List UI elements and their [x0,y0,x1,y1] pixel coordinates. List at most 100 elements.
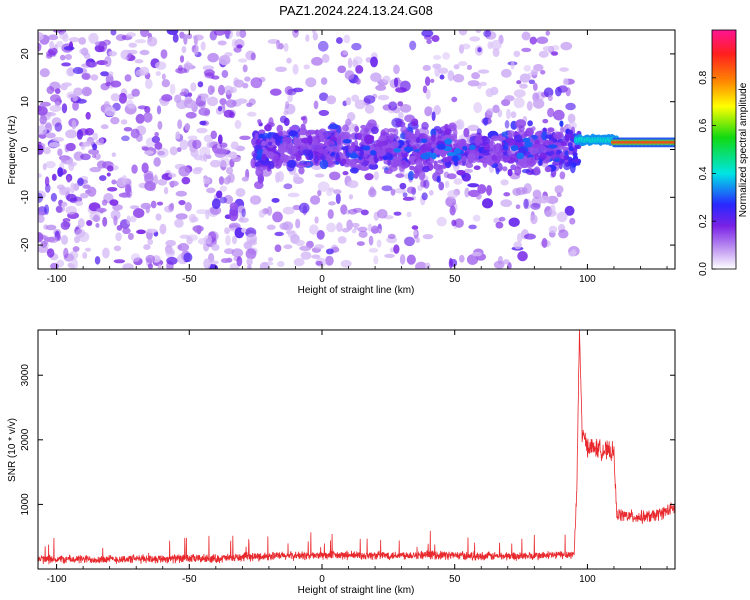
spectrogram-cell [384,253,395,259]
spectrogram-cell [224,227,230,235]
spectrogram-cell [548,225,558,234]
spectrogram-cell [368,235,374,246]
spectrogram-cell [442,52,451,60]
spectrogram-cell [409,40,417,51]
spectrogram-cell [544,166,552,173]
spectrogram-cell [118,92,128,104]
spectrogram-cell [519,83,528,89]
spectrogram-cell [266,224,276,230]
spectrogram-cell [154,131,159,137]
spectrogram-cell [154,141,163,150]
spectrogram-cell [489,137,494,145]
spectrogram-cell [94,256,101,265]
spectrogram-cell [317,181,330,192]
spectrogram-cell [388,133,395,141]
spectrogram-cell [77,218,85,228]
spectrogram-cell [113,259,126,264]
spectrogram-cell [467,183,480,188]
spectrogram-cell [465,162,474,169]
spectrogram-cell [75,98,87,104]
spectrogram-cell [492,104,500,114]
spectrogram-cell [422,234,434,240]
spectrogram-cell [393,244,400,254]
spectrogram-cell [175,190,188,197]
spectrogram-cell [341,158,347,165]
spectrogram-cell [444,128,452,136]
spectrogram-cell [500,179,509,186]
spectrogram-cell [299,245,312,252]
spectrogram-cell [184,123,191,131]
spectrogram-cell [461,43,471,50]
spectrogram-cell [95,223,100,228]
spectrogram-cell [390,141,400,148]
spectrogram-cell [314,154,319,165]
spectrogram-cell [254,132,259,141]
spectrogram-cell [401,159,407,166]
spectrogram-cell [513,241,523,250]
spectrogram-y-tick-label: 10 [20,96,31,108]
spectrogram-cell [483,117,489,126]
spectrogram-cell [358,230,368,238]
spectrogram-cell [357,226,368,233]
spectrogram-cell [530,214,538,225]
spectrogram-cell [179,91,188,97]
spectrogram-cell [471,72,481,80]
spectrogram-cell [436,143,446,150]
colorbar-tick-label: 0.0 [698,262,709,276]
spectrogram-cell [472,214,481,222]
spectrogram-cell [354,125,360,133]
spectrogram-cell [156,201,164,206]
spectrogram-cell [159,223,167,235]
spectrogram-cell [239,30,247,38]
spectrogram-x-tick-label: 0 [319,274,325,285]
spectrogram-cell [532,189,542,199]
spectrogram-cell [238,217,249,223]
spectrogram-cell [300,116,306,121]
spectrogram-y-axis-label: Frequency (Hz) [7,116,18,185]
spectrogram-cell [391,158,399,168]
spectrogram-cell [309,224,319,235]
spectrogram-cell [337,236,347,244]
spectrogram-cell [66,176,71,183]
spectrogram-cell [523,65,532,72]
spectrogram-cell [229,202,239,210]
spectrogram-cell [74,200,84,207]
spectrogram-cell [239,135,251,140]
spectrogram-cell [84,140,94,145]
spectrogram-cell [337,65,347,74]
spectrogram-cell [49,94,61,103]
spectrogram-cell [72,246,80,252]
spectrogram-cell [166,256,178,265]
spectrogram-cell [234,120,242,129]
spectrogram-cell [82,184,91,189]
spectrogram-cell [335,37,343,44]
spectrogram-cell [155,213,162,221]
spectrogram-cell [217,134,223,145]
spectrogram-cell [200,41,206,51]
spectrogram-cell [447,70,455,82]
spectrogram-cell [390,188,396,196]
spectrogram-cell [271,197,280,203]
spectrogram-cell [168,173,177,178]
spectrogram-cell [318,92,329,102]
colorbar-tick-label: 0.8 [698,70,709,84]
spectrogram-cell [415,237,421,244]
spectrogram-cell [370,225,379,234]
spectrogram-cell [203,69,215,77]
spectrogram-cell [210,130,218,140]
spectrogram-cell [315,142,325,149]
spectrogram-cell [105,81,111,87]
spectrogram-cell [342,170,349,176]
spectrogram-cell [275,66,287,73]
spectrogram-cell [567,156,573,162]
spectrogram-cell [246,102,253,108]
spectrogram-cell [202,65,215,71]
spectrogram-cell [50,192,58,202]
spectrogram-cell [81,73,90,80]
spectrogram-cell [156,105,162,115]
spectrogram-cell [202,177,211,185]
spectrogram-cell [452,73,465,83]
spectrogram-cell [292,87,304,93]
spectrogram-cell [382,155,388,161]
